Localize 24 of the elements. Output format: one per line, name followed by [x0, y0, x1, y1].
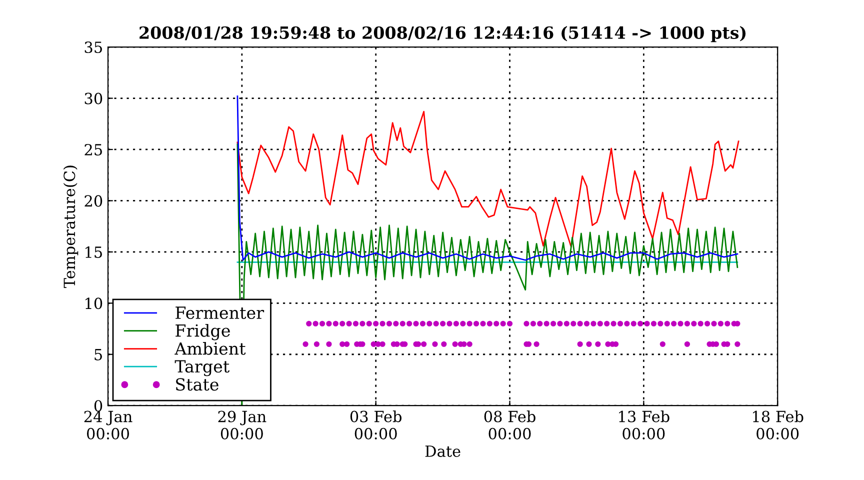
chart-title: 2008/01/28 19:59:48 to 2008/02/16 12:44:16 (51414 -> 1000 pts)	[140, 26, 746, 42]
y-tick-label: 0	[94, 400, 102, 412]
y-axis-title: Temperature(C)	[63, 166, 78, 288]
y-tick-label: 15	[86, 246, 102, 258]
x-tick-label: 08 Feb 00:00	[484, 410, 536, 440]
x-axis-title: Date	[425, 446, 460, 457]
legend-label: Ambient	[174, 342, 246, 355]
legend-label: Target	[174, 360, 230, 376]
line-series	[236, 110, 740, 248]
y-tick-label: 30	[84, 92, 102, 104]
line-series	[236, 96, 738, 261]
y-tick-label: 35	[84, 42, 102, 54]
legend-label: State	[176, 378, 218, 391]
y-tick-label: 25	[84, 144, 102, 156]
y-tick-label: 10	[86, 298, 102, 310]
y-tick-label: 20	[84, 195, 102, 207]
legend-label: Fridge	[176, 324, 230, 340]
y-tick-label: 5	[94, 349, 102, 360]
x-tick-label: 24 Jan 00:00	[84, 410, 132, 440]
legend-label: Fermenter	[176, 306, 264, 320]
x-tick-label: 29 Jan 00:00	[218, 410, 266, 440]
x-tick-label: 03 Feb 00:00	[350, 410, 402, 440]
x-tick-label: 18 Feb 00:00	[753, 410, 804, 440]
x-tick-label: 13 Feb 00:00	[619, 410, 670, 440]
